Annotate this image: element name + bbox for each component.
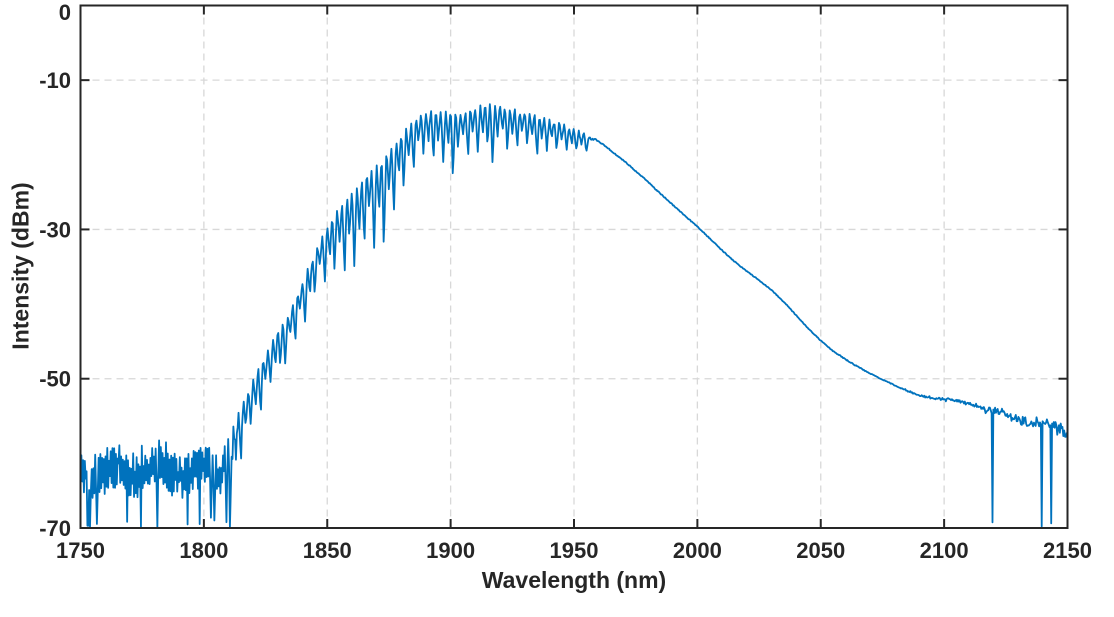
x-tick-label: 1800 bbox=[179, 538, 228, 563]
y-tick-label: -10 bbox=[39, 68, 71, 93]
y-tick-label: 0 bbox=[59, 0, 71, 25]
y-tick-label: -70 bbox=[39, 516, 71, 541]
x-tick-label: 1750 bbox=[56, 538, 105, 563]
x-axis-label: Wavelength (nm) bbox=[481, 567, 667, 593]
y-tick-label: -30 bbox=[39, 217, 71, 242]
x-tick-label: 2000 bbox=[673, 538, 722, 563]
x-tick-label: 1950 bbox=[550, 538, 599, 563]
x-tick-label: 1850 bbox=[303, 538, 352, 563]
x-tick-label: 2100 bbox=[920, 538, 969, 563]
x-tick-label: 1900 bbox=[426, 538, 475, 563]
y-tick-label: -50 bbox=[39, 367, 71, 392]
y-axis-label: Intensity (dBm) bbox=[7, 182, 34, 350]
spectrum-trace bbox=[79, 103, 1068, 529]
x-tick-label: 2150 bbox=[1043, 538, 1092, 563]
x-tick-label: 2050 bbox=[796, 538, 845, 563]
